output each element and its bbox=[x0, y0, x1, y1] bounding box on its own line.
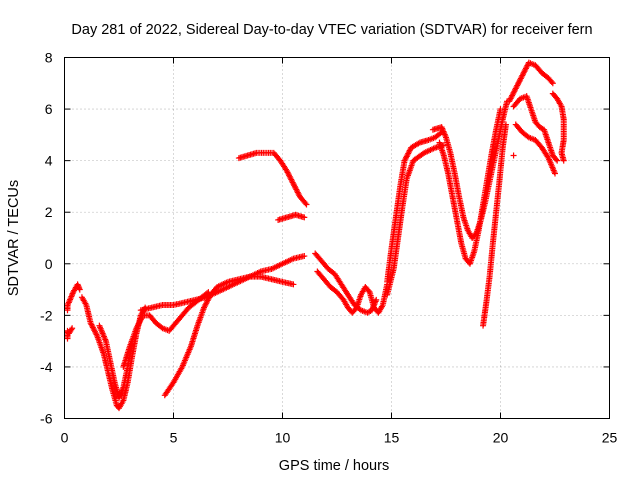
axis-ticks bbox=[64, 57, 610, 419]
series-trace-10 bbox=[275, 211, 308, 223]
data-point bbox=[554, 157, 561, 164]
series-trace-4 bbox=[96, 322, 136, 401]
series-trace-20 bbox=[510, 93, 561, 164]
x-tick-label: 10 bbox=[275, 430, 291, 446]
x-tick-label: 20 bbox=[493, 430, 509, 446]
x-tick-label: 5 bbox=[170, 430, 178, 446]
series-trace-1 bbox=[64, 325, 76, 342]
series-trace-22 bbox=[549, 90, 567, 164]
x-tick-label: 0 bbox=[61, 430, 69, 446]
x-tick-label: 25 bbox=[602, 430, 618, 446]
series-trace-14 bbox=[384, 142, 447, 298]
data-point bbox=[560, 157, 567, 164]
data-point bbox=[68, 326, 75, 333]
series-trace-16 bbox=[436, 106, 504, 267]
series-trace-9 bbox=[235, 149, 310, 208]
chart-title: Day 281 of 2022, Sidereal Day-to-day VTE… bbox=[71, 22, 592, 38]
y-tick-label: 8 bbox=[45, 50, 53, 66]
data-point bbox=[301, 214, 308, 221]
y-tick-label: 6 bbox=[45, 101, 53, 117]
data-point bbox=[497, 106, 504, 113]
data-point bbox=[303, 201, 310, 208]
series-trace-21 bbox=[512, 121, 558, 177]
series-trace-13 bbox=[384, 129, 445, 285]
data-markers bbox=[64, 59, 567, 412]
data-point bbox=[373, 296, 380, 303]
series-trace-5 bbox=[120, 289, 212, 370]
data-point bbox=[502, 121, 509, 128]
y-axis-label: SDTVAR / TECUs bbox=[6, 180, 22, 296]
data-point bbox=[553, 156, 560, 163]
y-tick-label: 4 bbox=[45, 153, 53, 169]
data-point bbox=[549, 80, 556, 87]
data-point bbox=[365, 287, 372, 294]
series-trace-6 bbox=[137, 283, 231, 314]
series-trace-19 bbox=[506, 59, 556, 105]
x-tick-label: 15 bbox=[384, 430, 400, 446]
data-point bbox=[552, 170, 558, 177]
data-point bbox=[301, 253, 308, 260]
x-axis-label: GPS time / hours bbox=[279, 458, 389, 474]
data-point bbox=[76, 286, 83, 293]
series-trace-18 bbox=[510, 152, 517, 159]
plot-border bbox=[64, 57, 610, 419]
data-point bbox=[290, 281, 297, 288]
y-tick-label: -2 bbox=[40, 307, 53, 323]
y-tick-label: -6 bbox=[40, 411, 53, 427]
series-trace-17 bbox=[480, 121, 509, 329]
y-tick-label: 2 bbox=[45, 204, 53, 220]
series-trace-2 bbox=[64, 281, 83, 314]
data-point bbox=[69, 325, 76, 332]
data-point bbox=[548, 78, 555, 85]
y-tick-label: 0 bbox=[45, 256, 53, 272]
tick-labels: 0 5 10 15 20 25 -6 -4 -2 0 2 4 6 8 bbox=[40, 50, 617, 446]
data-point bbox=[510, 152, 517, 159]
series-trace-8 bbox=[225, 253, 308, 290]
y-tick-label: -4 bbox=[40, 359, 53, 375]
data-point bbox=[302, 200, 309, 207]
